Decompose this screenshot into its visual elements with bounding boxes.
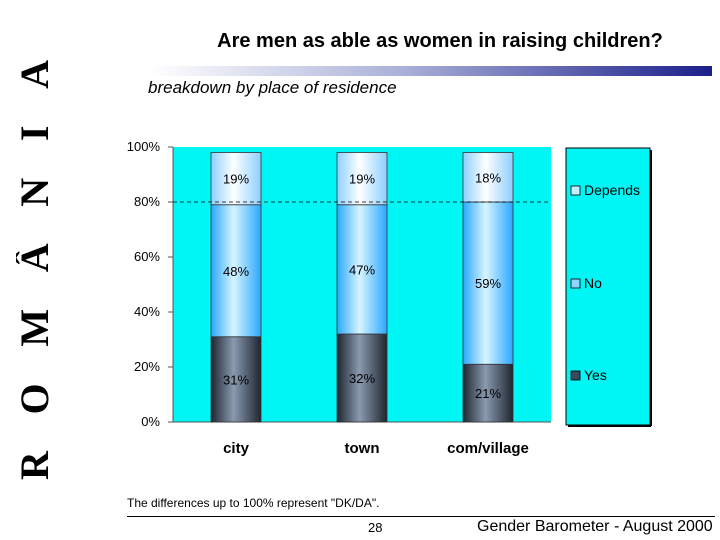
category-label: com/village [447, 440, 529, 457]
side-title: ROMÂNIA [16, 60, 57, 480]
chart-title: Are men as able as women in raising chil… [217, 30, 663, 52]
page-number: 28 [368, 520, 383, 535]
y-tick-label: 60% [134, 249, 160, 264]
bar-yes [462, 363, 514, 423]
data-label: 19% [349, 172, 375, 187]
data-label: 19% [223, 172, 249, 187]
data-label: 21% [475, 386, 501, 401]
footer-source: Gender Barometer - August 2000 [477, 518, 713, 535]
bar-yes [336, 333, 388, 423]
legend-label-yes: Yes [584, 367, 607, 383]
legend-swatch-yes [570, 370, 581, 381]
bar-no [462, 201, 514, 365]
chart-subtitle: breakdown by place of residence [148, 78, 397, 97]
title-gradient-bar [150, 66, 712, 76]
bar-depends [210, 152, 262, 206]
bar-depends [336, 152, 388, 206]
data-label: 47% [349, 262, 375, 277]
data-label: 48% [223, 264, 249, 279]
bar-yes [210, 336, 262, 423]
bar-no [210, 204, 262, 338]
side-title-text: ROMÂNIA [16, 60, 57, 480]
footnote: The differences up to 100% represent "DK… [127, 496, 380, 510]
data-label: 18% [475, 170, 501, 185]
legend-swatch-no [570, 278, 581, 289]
legend-label-depends: Depends [584, 182, 640, 198]
y-tick-label: 0% [141, 414, 160, 429]
legend-label-no: No [584, 275, 602, 291]
footer-divider [127, 516, 715, 517]
legend-swatch-depends [570, 185, 581, 196]
data-label: 32% [349, 371, 375, 386]
y-tick-label: 80% [134, 194, 160, 209]
data-label: 31% [223, 372, 249, 387]
y-tick-label: 40% [134, 304, 160, 319]
y-tick-label: 20% [134, 359, 160, 374]
category-label: city [223, 440, 250, 457]
bar-depends [462, 152, 514, 203]
y-tick-label: 100% [127, 139, 161, 154]
category-label: town [345, 440, 380, 457]
data-label: 59% [475, 276, 501, 291]
